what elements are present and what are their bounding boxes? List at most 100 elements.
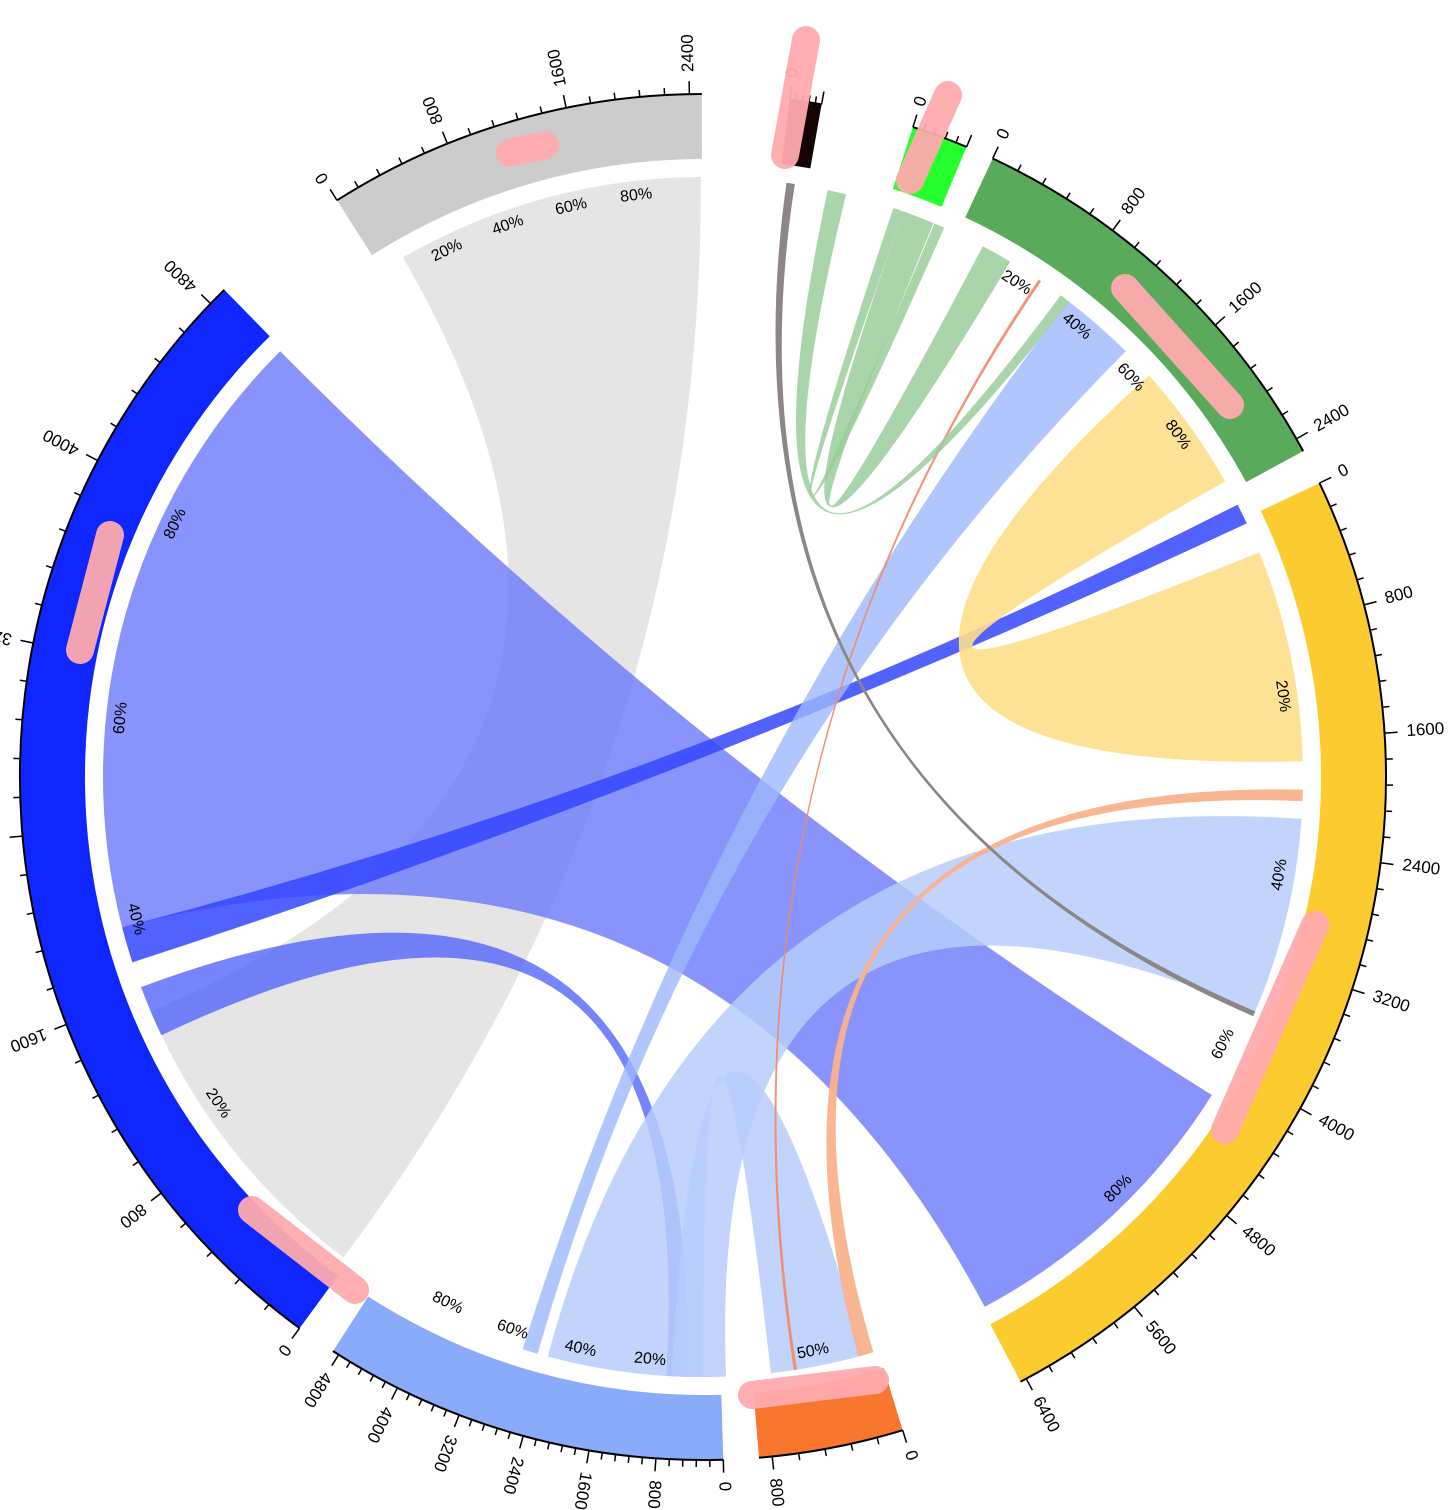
tick-g_lightblue (494, 1428, 499, 1436)
tick-g_blue (291, 1327, 301, 1340)
tick-g_lightblue (654, 1458, 657, 1472)
tick-g_lightblue (331, 1354, 340, 1367)
percent-label-g_lightblue: 80% (429, 1288, 465, 1317)
percent-label-g_gray: 80% (619, 185, 653, 206)
tick-g_yellow (1356, 577, 1364, 581)
tick-g_yellow (1376, 887, 1384, 891)
group-arc-g_gray (337, 94, 702, 256)
tick-g_yellow (1092, 1337, 1098, 1345)
tick-g_blue (234, 1278, 241, 1285)
tick-g_green (1195, 299, 1202, 306)
tick-g_blue (19, 873, 28, 877)
tick-g_yellow (1286, 1130, 1294, 1136)
tick-g_orange (901, 1429, 908, 1443)
tick-label-g_lightblue: 2400 (499, 1455, 527, 1497)
tick-g_blue (46, 987, 54, 991)
tick-label-g_yellow: 5600 (1142, 1317, 1181, 1358)
tick-g_yellow (1382, 705, 1390, 708)
tick-g_lightgreen (965, 134, 973, 148)
chord-link-5 (671, 1071, 864, 1378)
tick-g_blue (73, 491, 82, 497)
tick-g_blue (131, 389, 138, 395)
tick-g_lightblue (533, 1439, 537, 1447)
tick-label-g_gray: 1600 (544, 48, 570, 89)
tick-g_yellow (1191, 1253, 1198, 1260)
tick-g_lightblue (390, 1387, 399, 1400)
tick-label-g_lightblue: 1600 (571, 1471, 596, 1510)
percent-label-g_lightblue: 60% (495, 1317, 531, 1344)
axis-line-g_blue (18, 289, 301, 1330)
redaction-mark-1 (771, 26, 820, 169)
tick-g_green (1089, 207, 1095, 215)
tick-g_gray (354, 181, 359, 188)
tick-g_blue (180, 1222, 187, 1229)
tick-g_blue (178, 327, 185, 333)
tick-g_gray (613, 92, 616, 100)
axis-line-g_orange (758, 1429, 903, 1459)
redaction-mark-4 (66, 521, 124, 664)
tick-g_orange (824, 1448, 828, 1457)
tick-g_black (820, 91, 825, 105)
tick-label-g_yellow: 2400 (1401, 855, 1441, 879)
tick-label-g_gray: 0 (311, 169, 332, 187)
tick-g_yellow (1329, 503, 1337, 508)
tick-g_gray (562, 94, 567, 109)
tick-g_green (1281, 410, 1289, 416)
tick-label-g_green: 0 (993, 126, 1014, 143)
tick-g_blue (19, 679, 27, 682)
tick-g_gray (588, 96, 592, 104)
tick-g_yellow (1133, 1306, 1143, 1318)
tick-marks (9, 81, 1398, 1473)
percent-label-g_yellow: 60% (1208, 1026, 1238, 1062)
tick-g_lightblue (507, 1431, 511, 1440)
tick-label-g_blue: 2400 (0, 830, 2, 852)
tick-g_lightblue (430, 1404, 435, 1412)
tick-label-g_yellow: 4800 (1238, 1222, 1279, 1261)
tick-label-g_lightblue: 0 (715, 1481, 734, 1491)
tick-g_blue (35, 602, 43, 606)
axis-line-g_yellow (1020, 482, 1387, 1383)
chord-link-3 (141, 932, 688, 1377)
tick-g_gray (375, 168, 381, 176)
tick-g_yellow (1153, 1289, 1160, 1296)
tick-g_lightblue (381, 1381, 387, 1389)
tick-label-g_blue: 3200 (0, 623, 13, 649)
tick-g_black (814, 96, 818, 104)
tick-g_yellow (1113, 1322, 1119, 1329)
tick-g_lightgreen (912, 114, 918, 128)
tick-label-g_blue: 4800 (160, 256, 200, 296)
tick-g_blue (92, 1094, 99, 1099)
tick-g_lightblue (573, 1447, 577, 1456)
tick-g_lightblue (627, 1455, 630, 1463)
tick-g_blue (154, 357, 161, 364)
tick-g_yellow (1312, 1084, 1319, 1090)
tick-g_blue (26, 912, 34, 916)
tick-g_green (1175, 279, 1182, 286)
tick-g_lightblue (405, 1393, 411, 1401)
tick-g_yellow (1359, 963, 1367, 968)
chord-link-1 (103, 351, 1212, 1307)
tick-label-g_gray: 800 (419, 94, 447, 127)
tick-g_orange (876, 1437, 880, 1445)
tick-g_lightblue (586, 1450, 590, 1464)
percent-label-g_orange: 50% (796, 1340, 831, 1363)
tick-g_lightblue (357, 1368, 363, 1376)
chord-links (103, 177, 1303, 1378)
tick-label-g_green: 800 (1117, 184, 1149, 218)
tick-g_lightblue (443, 1409, 448, 1417)
tick-label-g_yellow: 6400 (1029, 1393, 1064, 1435)
percent-label-g_gray: 60% (554, 195, 589, 219)
tick-g_yellow (1380, 862, 1394, 866)
chord-link-13 (809, 208, 945, 498)
percent-label-g_lightblue: 40% (563, 1337, 598, 1360)
tick-g_yellow (1242, 1194, 1249, 1201)
tick-g_yellow (1383, 836, 1391, 839)
tick-g_gray (638, 89, 641, 97)
chord-link-2 (122, 504, 1247, 963)
tick-g_yellow (1209, 1234, 1216, 1241)
chord-link-0 (150, 177, 701, 1258)
tick-g_yellow (1070, 1351, 1076, 1359)
tick-label-g_blue: 1600 (8, 1024, 50, 1055)
tick-g_lightblue (453, 1414, 460, 1428)
tick-g_lightblue (418, 1399, 423, 1407)
